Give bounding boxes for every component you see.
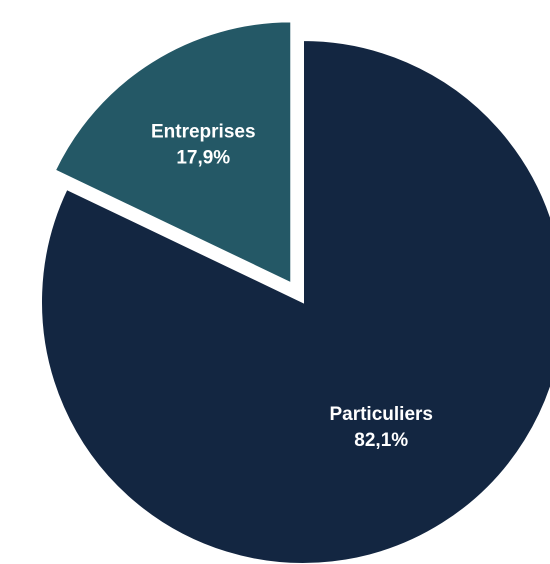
pie-slices [40,20,550,564]
pie-label-entreprises: Entreprises 17,9% [151,122,256,169]
pie-labels: Particuliers 82,1% Entreprises 17,9% [151,122,433,451]
slice-value-label: 17,9% [176,148,230,169]
slice-category-label: Particuliers [329,404,433,425]
slice-category-label: Entreprises [151,122,256,143]
pie-label-particuliers: Particuliers 82,1% [329,404,433,451]
slice-value-label: 82,1% [354,430,408,451]
pie-slice-entreprises [53,20,293,285]
pie-slice-particuliers [40,38,550,564]
